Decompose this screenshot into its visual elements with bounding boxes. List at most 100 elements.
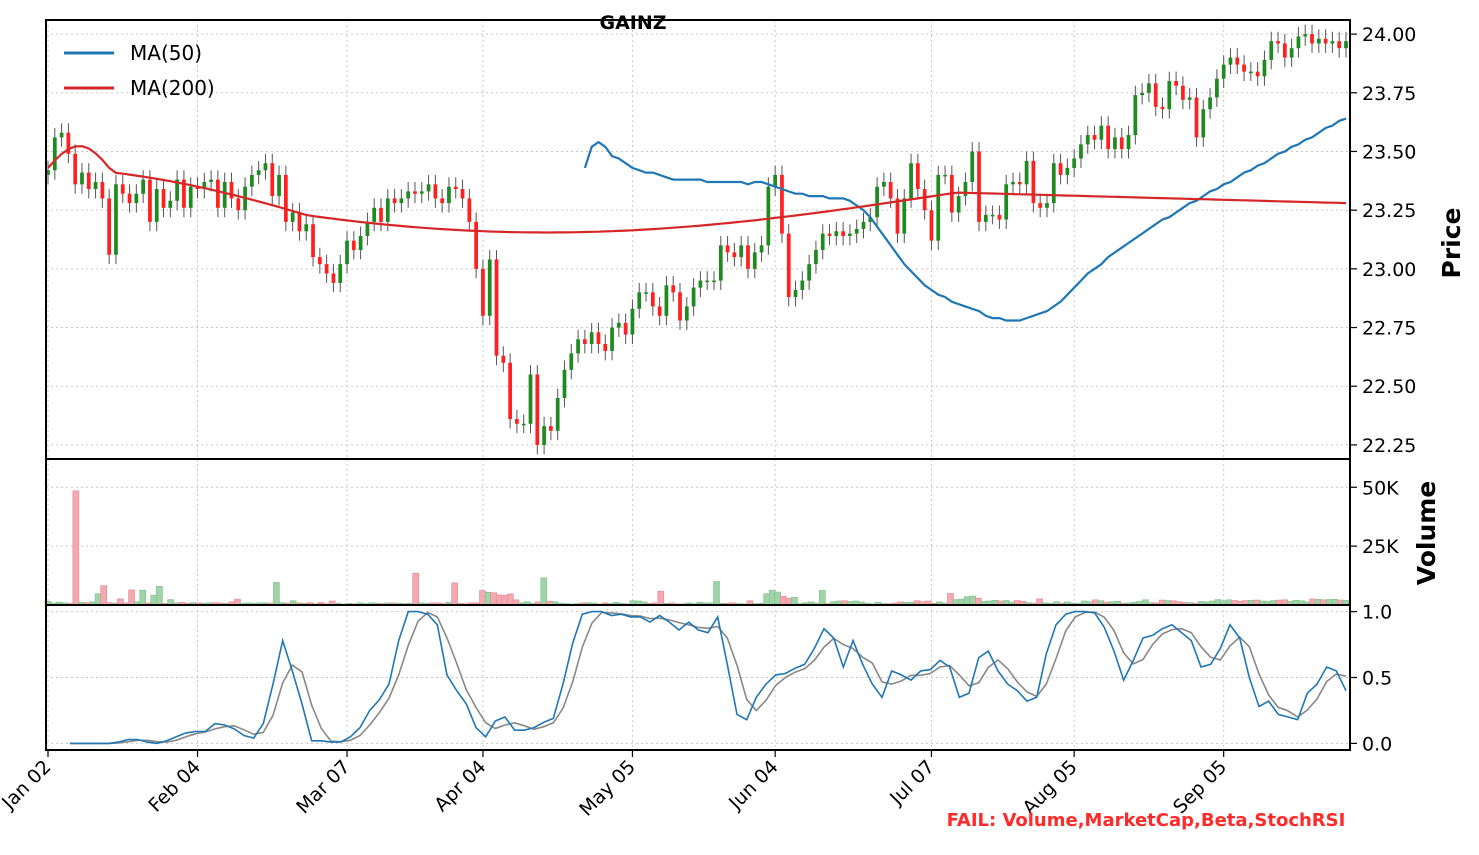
- candle-body: [970, 151, 975, 182]
- candle-body: [385, 198, 390, 222]
- volume-bar: [128, 589, 135, 606]
- candle-body: [392, 198, 397, 204]
- candle-body: [678, 292, 682, 321]
- candle-body: [1092, 135, 1097, 140]
- candle-body: [114, 184, 118, 255]
- ma200-line: [47, 145, 1347, 234]
- axis-layer: Jan 02 Feb 04 Mar 07 Apr 04 May 05 Jun 04 Jul …: [0, 24, 1416, 821]
- candle-body: [820, 233, 825, 251]
- candle-body: [1072, 158, 1077, 168]
- candle-body: [1296, 36, 1301, 49]
- candle-body: [1051, 163, 1056, 204]
- candle-body: [990, 214, 995, 217]
- x-tick-label: Jul 07: [885, 756, 939, 810]
- x-tick-label: Feb 04: [144, 756, 205, 817]
- candle-body: [148, 179, 152, 222]
- candle-body: [358, 235, 363, 251]
- candle-body: [1174, 81, 1178, 86]
- candle-body: [1106, 125, 1111, 150]
- candle-body: [433, 184, 438, 199]
- candle-body: [351, 240, 356, 251]
- candle-body: [630, 308, 635, 335]
- candle-body: [542, 426, 546, 445]
- candle-body: [1282, 43, 1287, 58]
- candle-body: [195, 186, 200, 190]
- stoch-k-line: [70, 610, 1347, 745]
- candle-body: [576, 339, 580, 354]
- stoch-tick-label: 1.0: [1362, 602, 1392, 624]
- candle-body: [888, 181, 893, 199]
- candle-body: [569, 353, 574, 370]
- candle-body: [1187, 97, 1192, 100]
- candle-body: [222, 181, 227, 208]
- candle-body: [236, 198, 241, 211]
- price-legend: MA(50) MA(200): [64, 41, 215, 100]
- x-tick-label: Sep 05: [1169, 756, 1231, 818]
- candle-body: [73, 153, 78, 185]
- candle-body: [1167, 81, 1172, 110]
- candle-body: [718, 245, 723, 281]
- candle-body: [1255, 71, 1260, 77]
- candle-body: [1344, 41, 1348, 49]
- volume-bar: [495, 594, 503, 606]
- candle-body: [372, 207, 377, 222]
- volume-bar: [273, 582, 280, 606]
- candle-body: [515, 419, 519, 424]
- candle-body: [1126, 135, 1131, 150]
- volume-bar: [540, 577, 548, 606]
- volume-bar: [479, 590, 486, 606]
- candle-body: [725, 245, 730, 253]
- candle-body: [616, 322, 621, 328]
- volume-panel-frame: [45, 458, 1351, 606]
- candle-body: [487, 259, 492, 316]
- volume-bar: [100, 585, 108, 606]
- candle-body: [644, 292, 648, 294]
- volume-bar: [507, 593, 514, 606]
- candle-body: [250, 174, 254, 187]
- candle-body: [270, 163, 275, 197]
- volume-bar: [963, 596, 971, 606]
- candle-body: [922, 189, 927, 211]
- volume-bar: [947, 593, 954, 606]
- candle-body: [882, 181, 886, 187]
- candle-body: [1160, 106, 1165, 110]
- candle-body: [379, 207, 383, 222]
- candle-body: [365, 221, 370, 236]
- candle-body: [182, 179, 186, 208]
- candle-body: [256, 170, 261, 175]
- candle-body: [664, 285, 669, 316]
- candle-body: [66, 132, 71, 154]
- candle-body: [175, 179, 179, 201]
- candle-body: [1215, 78, 1219, 98]
- candle-body: [841, 231, 845, 236]
- candle-body: [1133, 95, 1138, 136]
- candle-body: [52, 137, 57, 171]
- volume-bar: [713, 581, 720, 606]
- volume-bar: [657, 590, 665, 606]
- volume-bar: [969, 595, 977, 606]
- candle-body: [399, 198, 404, 204]
- candle-body: [501, 355, 506, 363]
- candle-body: [732, 252, 737, 258]
- candle-body: [977, 151, 981, 222]
- volume-bar: [490, 592, 497, 606]
- candle-body: [277, 174, 281, 197]
- candle-body: [712, 280, 716, 283]
- candle-body: [739, 245, 744, 258]
- candle-body: [1228, 57, 1233, 65]
- candle-body: [983, 214, 988, 222]
- candle-body: [637, 292, 642, 309]
- grid-layer: [46, 20, 1350, 750]
- candle-body: [413, 191, 417, 194]
- volume-bar: [768, 590, 776, 606]
- candle-body: [100, 181, 105, 199]
- candle-body: [1208, 97, 1212, 110]
- candle-body: [848, 233, 852, 236]
- candle-body: [460, 189, 465, 199]
- candle-body: [1181, 85, 1185, 100]
- volume-bar: [785, 597, 793, 606]
- candle-body: [535, 374, 540, 445]
- candle-body: [209, 179, 213, 182]
- candle-body: [1113, 137, 1117, 150]
- candle-body: [814, 250, 818, 265]
